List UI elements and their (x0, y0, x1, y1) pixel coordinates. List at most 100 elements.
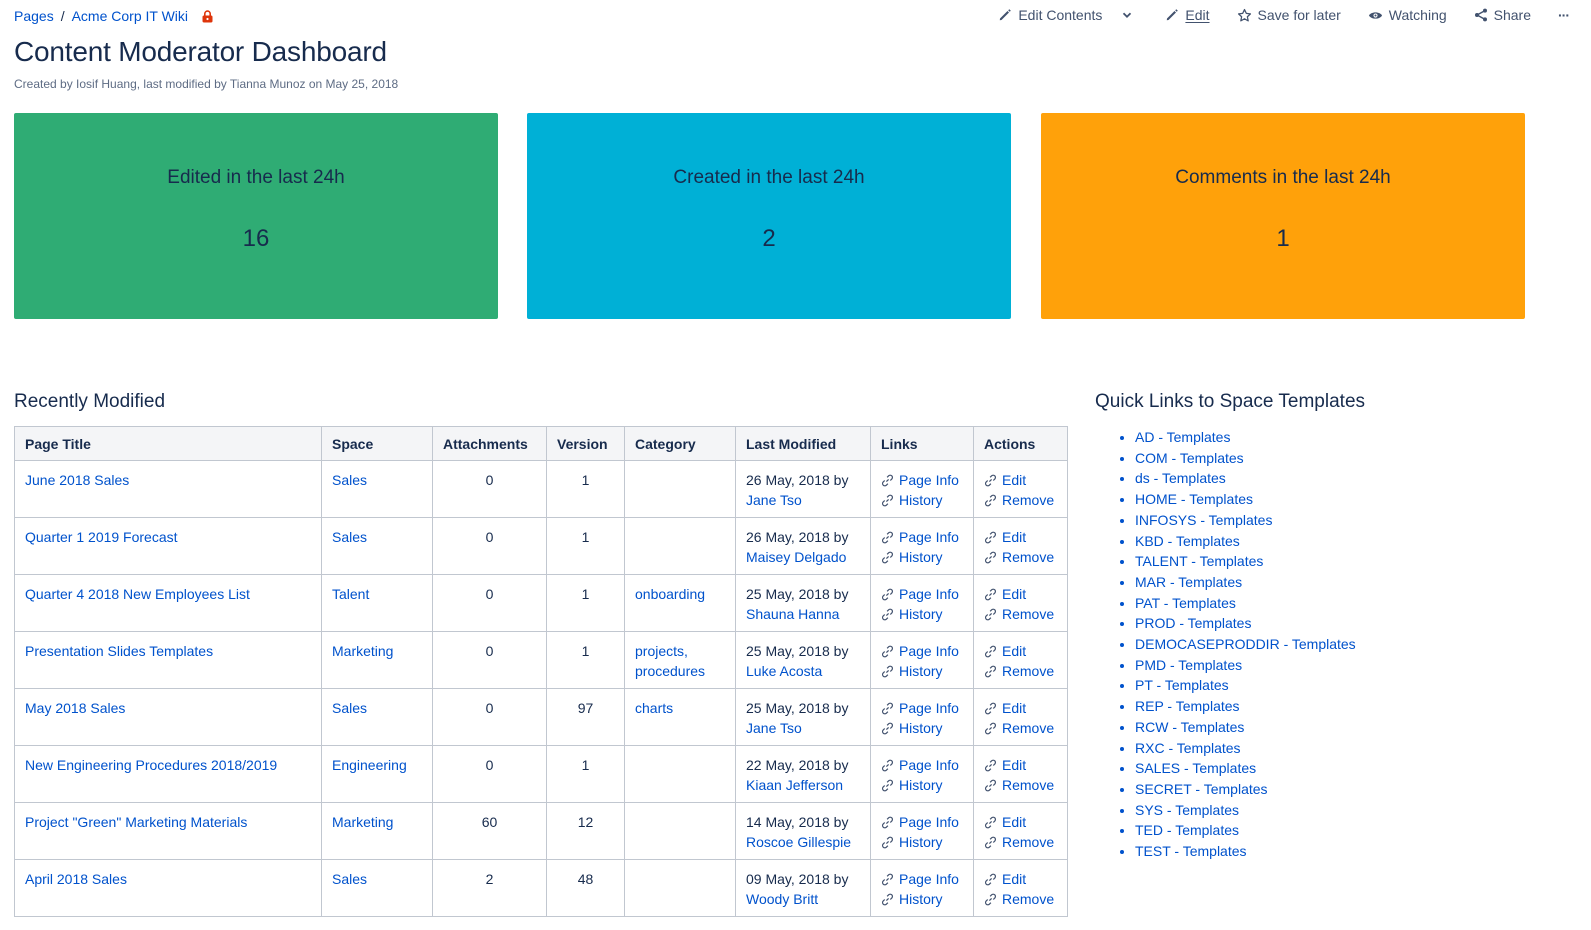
history-link[interactable]: History (899, 549, 943, 565)
save-for-later-button[interactable]: Save for later (1237, 7, 1341, 23)
space-template-link[interactable]: SALES - Templates (1135, 760, 1257, 777)
remove-page-link[interactable]: Remove (1002, 606, 1055, 622)
history-link[interactable]: History (899, 777, 943, 793)
modifier-user-link[interactable]: Luke Acosta (746, 663, 823, 679)
modifier-user-link[interactable]: Woody Britt (746, 891, 819, 907)
page-info-link[interactable]: Page Info (899, 472, 959, 488)
space-template-link[interactable]: SECRET - Templates (1135, 780, 1268, 797)
column-header[interactable]: Attachments (432, 426, 547, 461)
page-title-link[interactable]: Presentation Slides Templates (25, 643, 214, 659)
remove-page-link[interactable]: Remove (1002, 720, 1055, 736)
category-label-link[interactable]: charts (635, 700, 674, 716)
more-actions-button[interactable]: ··· (1558, 7, 1570, 23)
page-info-link[interactable]: Page Info (899, 643, 959, 659)
category-label-link[interactable]: projects, (635, 643, 688, 659)
breadcrumb-pages-link[interactable]: Pages (14, 8, 54, 24)
edit-page-link[interactable]: Edit (1002, 529, 1027, 545)
column-header[interactable]: Actions (973, 426, 1068, 461)
page-info-link[interactable]: Page Info (899, 586, 959, 602)
edit-page-link[interactable]: Edit (1002, 814, 1027, 830)
space-template-link[interactable]: KBD - Templates (1135, 532, 1240, 549)
column-header[interactable]: Category (624, 426, 736, 461)
modifier-user-link[interactable]: Roscoe Gillespie (746, 834, 852, 850)
page-info-link[interactable]: Page Info (899, 529, 959, 545)
edit-page-link[interactable]: Edit (1002, 871, 1027, 887)
restricted-lock-icon[interactable] (202, 9, 213, 23)
space-template-link[interactable]: COM - Templates (1135, 449, 1244, 466)
page-info-link[interactable]: Page Info (899, 757, 959, 773)
space-template-link[interactable]: TEST - Templates (1135, 843, 1247, 860)
space-template-link[interactable]: HOME - Templates (1135, 491, 1253, 508)
space-template-link[interactable]: PROD - Templates (1135, 615, 1252, 632)
column-header[interactable]: Last Modified (735, 426, 871, 461)
space-template-link[interactable]: RCW - Templates (1135, 718, 1245, 735)
history-link[interactable]: History (899, 891, 943, 907)
history-link[interactable]: History (899, 834, 943, 850)
page-title-link[interactable]: Project "Green" Marketing Materials (25, 814, 248, 830)
space-link[interactable]: Marketing (332, 814, 394, 830)
space-template-link[interactable]: AD - Templates (1135, 429, 1231, 445)
history-link[interactable]: History (899, 606, 943, 622)
modifier-user-link[interactable]: Jane Tso (746, 720, 802, 736)
breadcrumb-space-link[interactable]: Acme Corp IT Wiki (71, 8, 189, 24)
page-info-link[interactable]: Page Info (899, 700, 959, 716)
edit-page-link[interactable]: Edit (1002, 700, 1027, 716)
category-label-link[interactable]: onboarding (635, 586, 706, 602)
history-link[interactable]: History (899, 720, 943, 736)
modifier-user-link[interactable]: Jane Tso (746, 492, 802, 508)
edit-page-link[interactable]: Edit (1002, 643, 1027, 659)
page-title-link[interactable]: Quarter 4 2018 New Employees List (25, 586, 250, 602)
space-template-link[interactable]: RXC - Templates (1135, 739, 1241, 756)
space-template-link[interactable]: DEMOCASEPRODDIR - Templates (1135, 636, 1356, 653)
space-template-link[interactable]: PMD - Templates (1135, 656, 1243, 673)
history-link[interactable]: History (899, 663, 943, 679)
edit-button[interactable]: Edit (1165, 7, 1210, 23)
column-header[interactable]: Space (321, 426, 433, 461)
column-header[interactable]: Links (870, 426, 974, 461)
column-header[interactable]: Version (546, 426, 625, 461)
space-template-link[interactable]: MAR - Templates (1135, 573, 1243, 590)
space-template-link[interactable]: INFOSYS - Templates (1135, 511, 1273, 528)
space-template-link[interactable]: PAT - Templates (1135, 594, 1236, 611)
page-title-link[interactable]: Quarter 1 2019 Forecast (25, 529, 178, 545)
page-title-link[interactable]: April 2018 Sales (25, 871, 127, 887)
history-link[interactable]: History (899, 492, 943, 508)
space-template-link[interactable]: TED - Templates (1135, 822, 1239, 839)
remove-page-link[interactable]: Remove (1002, 492, 1055, 508)
edit-page-link[interactable]: Edit (1002, 586, 1027, 602)
column-header[interactable]: Page Title (14, 426, 322, 461)
link-icon (882, 873, 893, 885)
edit-contents-dropdown[interactable] (1122, 10, 1138, 20)
space-link[interactable]: Marketing (332, 643, 394, 659)
modifier-user-link[interactable]: Shauna Hanna (746, 606, 840, 622)
space-template-link[interactable]: SYS - Templates (1135, 801, 1240, 818)
remove-page-link[interactable]: Remove (1002, 663, 1055, 679)
space-template-link[interactable]: TALENT - Templates (1135, 553, 1264, 570)
space-link[interactable]: Talent (332, 586, 370, 602)
remove-page-link[interactable]: Remove (1002, 549, 1055, 565)
space-template-link[interactable]: PT - Templates (1135, 677, 1229, 694)
space-template-link[interactable]: REP - Templates (1135, 698, 1240, 715)
remove-page-link[interactable]: Remove (1002, 777, 1055, 793)
space-template-link[interactable]: ds - Templates (1135, 470, 1226, 487)
remove-page-link[interactable]: Remove (1002, 891, 1055, 907)
space-link[interactable]: Sales (332, 472, 368, 488)
space-link[interactable]: Engineering (332, 757, 407, 773)
edit-page-link[interactable]: Edit (1002, 757, 1027, 773)
edit-contents-button[interactable]: Edit Contents (998, 7, 1102, 23)
page-title-link[interactable]: June 2018 Sales (25, 472, 130, 488)
page-title-link[interactable]: May 2018 Sales (25, 700, 126, 716)
remove-page-link[interactable]: Remove (1002, 834, 1055, 850)
page-title-link[interactable]: New Engineering Procedures 2018/2019 (25, 757, 278, 773)
space-link[interactable]: Sales (332, 700, 368, 716)
page-info-link[interactable]: Page Info (899, 814, 959, 830)
modifier-user-link[interactable]: Kiaan Jefferson (746, 777, 844, 793)
category-label-link[interactable]: procedures (635, 663, 706, 679)
modifier-user-link[interactable]: Maisey Delgado (746, 549, 847, 565)
space-link[interactable]: Sales (332, 529, 368, 545)
watching-button[interactable]: Watching (1368, 7, 1447, 23)
edit-page-link[interactable]: Edit (1002, 472, 1027, 488)
space-link[interactable]: Sales (332, 871, 368, 887)
share-button[interactable]: Share (1474, 7, 1531, 23)
page-info-link[interactable]: Page Info (899, 871, 959, 887)
